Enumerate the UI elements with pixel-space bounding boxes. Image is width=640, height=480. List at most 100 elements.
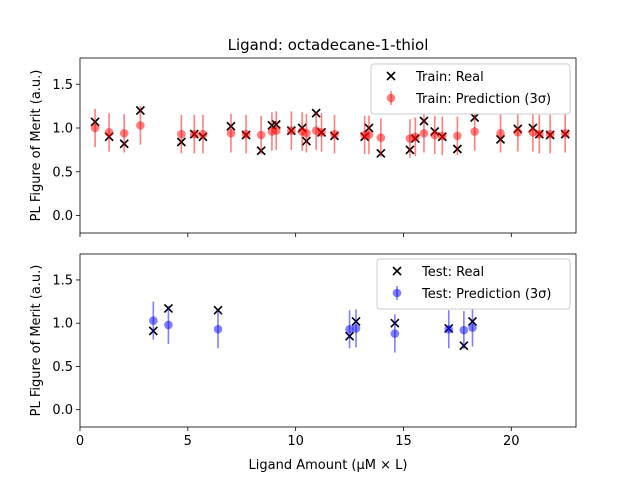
- series-prediction: [149, 301, 477, 353]
- series-prediction: [90, 106, 570, 158]
- marker: [437, 131, 447, 141]
- legend-marker-circle: [392, 288, 402, 298]
- data-point: [430, 115, 440, 155]
- legend-label: Test: Prediction (3σ): [421, 287, 551, 302]
- marker: [459, 325, 469, 335]
- series-real: [148, 303, 478, 351]
- x-tick-label: 0: [76, 434, 84, 449]
- marker: [535, 129, 544, 139]
- data-point: [496, 114, 505, 153]
- legend-marker-x: [386, 71, 396, 81]
- data-point: [287, 111, 296, 150]
- marker: [90, 123, 100, 133]
- legend-marker-x: [392, 266, 402, 276]
- data-point: [104, 113, 114, 152]
- legend-label: Train: Prediction (3σ): [415, 92, 551, 107]
- data-point: [560, 114, 570, 153]
- data-point: [198, 114, 208, 154]
- data-point: [136, 106, 145, 145]
- data-point: [119, 114, 129, 153]
- data-point: [545, 114, 555, 154]
- marker: [241, 129, 251, 139]
- marker: [411, 132, 420, 142]
- data-point: [317, 113, 326, 152]
- y-tick-label: 0.5: [52, 165, 73, 180]
- top-panel: 0.0 0.5 1.0 1.5 PL Figure of Merit (a.u.) Tra…: [29, 57, 577, 237]
- data-point: [90, 108, 100, 148]
- axes-frame: [79, 253, 577, 428]
- data-point: [271, 111, 281, 150]
- marker: [177, 129, 186, 139]
- legend-label: Train: Real: [415, 70, 484, 85]
- marker: [513, 128, 523, 137]
- data-point: [189, 114, 199, 154]
- marker: [560, 128, 570, 138]
- marker: [419, 128, 429, 138]
- data-point: [535, 114, 544, 154]
- marker: [468, 323, 477, 332]
- marker: [430, 130, 440, 140]
- legend: Test: Real Test: Prediction (3σ): [376, 258, 571, 310]
- data-point: [351, 309, 361, 348]
- legend-box: [370, 63, 571, 115]
- data-point: [376, 118, 386, 157]
- y-axis-label: PL Figure of Merit (a.u.): [29, 70, 44, 222]
- marker: [198, 129, 208, 139]
- marker: [164, 320, 173, 330]
- data-point: [390, 314, 400, 353]
- y-tick-label: 1.0: [52, 122, 73, 137]
- x-tick-label: 5: [184, 434, 192, 449]
- x-tick-label: 10: [287, 434, 304, 449]
- marker: [302, 128, 311, 138]
- marker: [345, 324, 354, 334]
- data-point: [213, 310, 223, 349]
- marker: [470, 127, 479, 136]
- data-point: [226, 114, 236, 153]
- marker: [189, 129, 199, 139]
- marker: [390, 329, 400, 338]
- data-point: [411, 117, 420, 156]
- marker: [149, 316, 158, 325]
- data-point: [470, 112, 479, 151]
- chart-title: Ligand: octadecane-1-thiol: [228, 36, 429, 54]
- legend-label: Test: Real: [421, 265, 484, 280]
- marker: [317, 128, 326, 137]
- x-tick-label: 15: [395, 434, 412, 449]
- marker: [528, 128, 538, 137]
- data-point: [459, 311, 469, 350]
- y-tick-label: 1.5: [52, 273, 73, 288]
- data-point: [164, 305, 173, 344]
- y-axis-label: PL Figure of Merit (a.u.): [29, 265, 44, 417]
- marker: [256, 130, 266, 140]
- y-tick-label: 0.0: [52, 209, 73, 224]
- bottom-panel: 0.0 0.5 1.0 1.5 0 5 10 15 20 PL Figure of Merit (…: [29, 253, 577, 449]
- data-point: [528, 113, 538, 152]
- marker: [119, 128, 129, 138]
- data-point: [468, 308, 477, 347]
- x-axis-label: Ligand Amount (μM × L): [249, 458, 408, 473]
- marker: [226, 128, 236, 138]
- marker: [136, 121, 145, 130]
- marker: [453, 131, 462, 141]
- data-point: [345, 310, 354, 349]
- marker: [104, 128, 114, 137]
- legend-box: [376, 258, 571, 310]
- y-tick-label: 0.5: [52, 360, 73, 375]
- y-tick-label: 0.0: [52, 403, 73, 418]
- data-point: [330, 114, 339, 154]
- x-tick-label: 20: [503, 434, 520, 449]
- data-point: [241, 114, 251, 154]
- legend-marker-circle: [386, 93, 396, 103]
- marker: [213, 324, 223, 334]
- marker: [351, 324, 361, 333]
- data-point: [177, 114, 186, 154]
- marker: [444, 324, 454, 334]
- marker: [330, 129, 339, 139]
- data-point: [149, 301, 158, 340]
- data-point: [364, 115, 374, 155]
- marker: [287, 126, 296, 135]
- data-point: [256, 115, 266, 155]
- data-point: [444, 310, 454, 349]
- marker: [271, 126, 281, 135]
